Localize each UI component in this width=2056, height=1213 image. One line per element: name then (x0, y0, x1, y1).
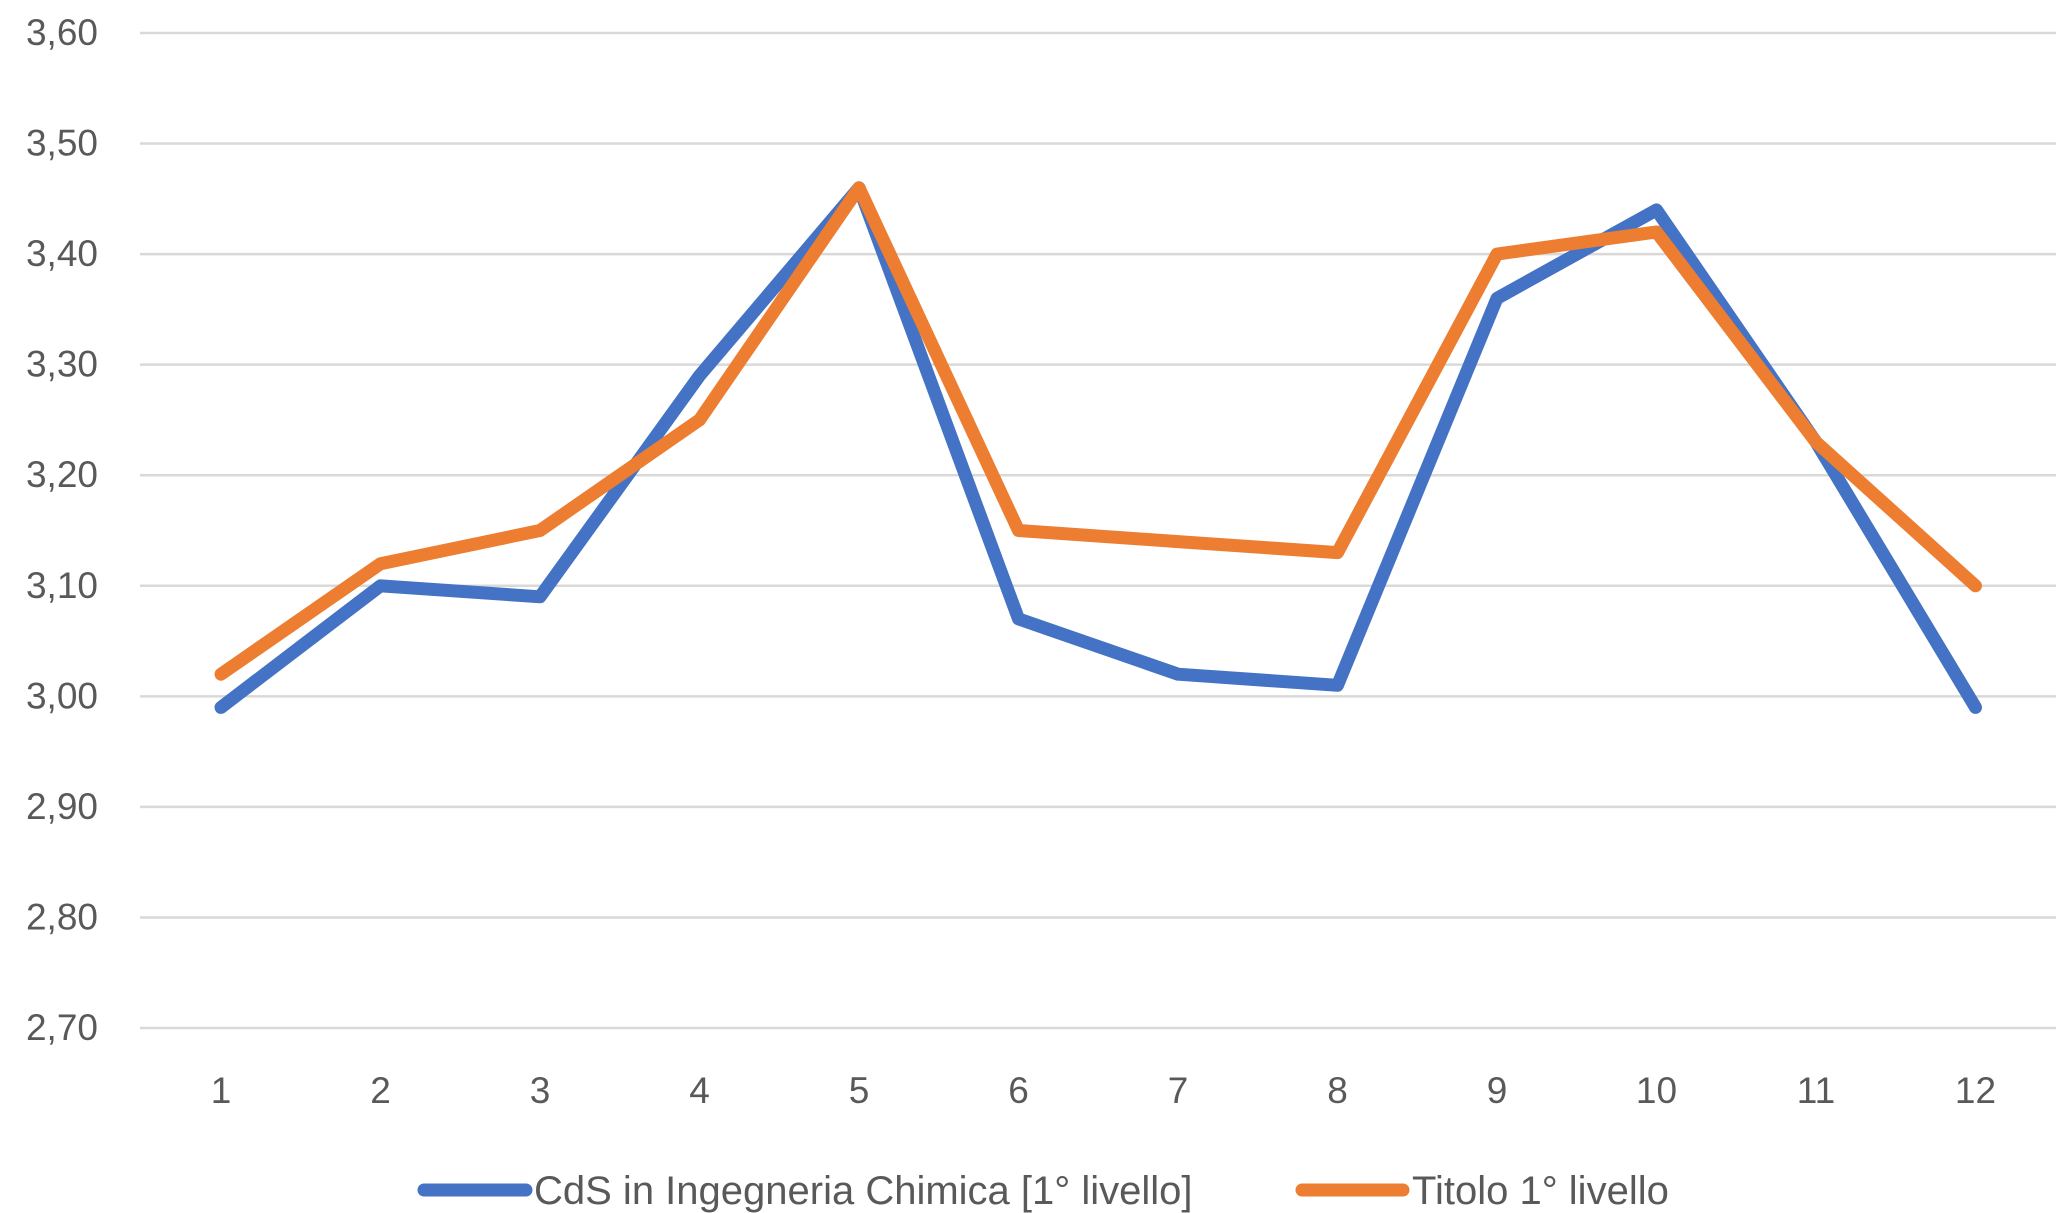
x-tick-label: 3 (530, 1070, 551, 1111)
x-tick-label: 8 (1327, 1070, 1348, 1111)
legend-label: Titolo 1° livello (1412, 1169, 1669, 1213)
x-axis-tick-labels: 1 2 3 4 5 6 7 8 9 10 11 12 (211, 1070, 1996, 1111)
x-tick-label: 7 (1168, 1070, 1189, 1111)
y-tick-label: 3,30 (26, 344, 98, 385)
gridlines (140, 31, 2056, 1030)
x-tick-label: 2 (370, 1070, 391, 1111)
y-tick-label: 2,90 (26, 786, 98, 827)
series-line-1 (214, 181, 1982, 714)
x-tick-label: 12 (1955, 1070, 1996, 1111)
y-tick-label: 3,00 (26, 675, 98, 716)
y-tick-label: 3,10 (26, 565, 98, 606)
x-tick-label: 6 (1008, 1070, 1029, 1111)
x-tick-label: 4 (689, 1070, 710, 1111)
series-line-2 (214, 181, 1982, 681)
y-tick-label: 3,50 (26, 123, 98, 164)
y-axis-tick-labels: 2,70 2,80 2,90 3,00 3,10 3,20 3,30 3,40 3,50 3,60 (26, 12, 98, 1048)
y-tick-label: 2,80 (26, 896, 98, 937)
legend: CdS in Ingegneria Chimica [1° livello] Ti… (417, 1169, 1669, 1213)
y-tick-label: 2,70 (26, 1007, 98, 1048)
x-tick-label: 9 (1487, 1070, 1508, 1111)
y-tick-label: 3,40 (26, 233, 98, 274)
x-tick-label: 5 (849, 1070, 870, 1111)
x-tick-label: 10 (1636, 1070, 1677, 1111)
x-tick-label: 1 (211, 1070, 232, 1111)
x-tick-label: 11 (1797, 1070, 1835, 1111)
y-tick-label: 3,20 (26, 454, 98, 495)
series-lines (214, 181, 1982, 714)
y-tick-label: 3,60 (26, 12, 98, 53)
legend-label: CdS in Ingegneria Chimica [1° livello] (534, 1169, 1193, 1213)
